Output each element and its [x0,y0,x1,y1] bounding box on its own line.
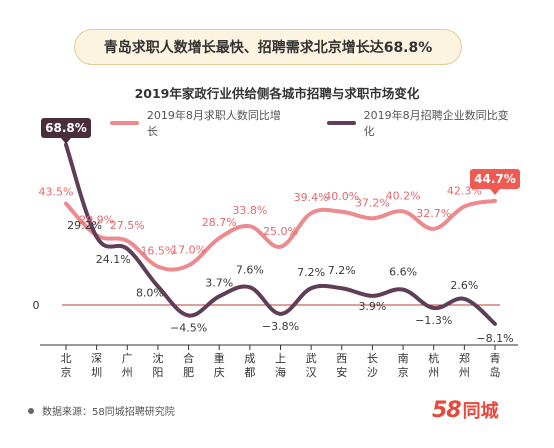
brand-logo: 58 同城 [432,397,499,423]
x-tick-label: 西安 [336,352,347,379]
x-tick-label: 广州 [122,352,133,379]
chart-title: 2019年家政行业供给侧各城市招聘与求职市场变化 [134,86,420,101]
data-label: 32.7% [416,207,451,220]
legend-label-seeker: 2019年8月求职人数同比增长 [146,109,281,138]
data-label: 28.7% [202,216,237,229]
legend-swatch-employer [326,121,356,125]
headline-banner: 青岛求职人数增长最快、招聘需求北京增长达68.8% [74,29,462,65]
x-tick-label: 沈阳 [152,351,163,379]
data-label: 40.2% [386,189,421,202]
seeker-series-line [64,198,497,272]
x-tick-label: 南京 [398,352,409,379]
data-label: 3.9% [358,300,386,313]
x-tick-label: 杭州 [428,351,439,379]
legend-swatch-seeker [110,121,139,125]
x-tick-label: 青岛 [490,352,501,379]
x-tick-label: 重庆 [214,351,225,379]
data-label: 40.0% [324,190,359,203]
data-label: 68.8% [45,121,87,135]
data-source: 数据来源：58同城招聘研究院 [28,403,175,418]
data-label: −3.8% [262,320,299,333]
logo-number: 58 [432,397,462,423]
x-tick-label: 北京 [61,352,72,379]
data-label: −1.3% [415,314,452,327]
data-label: 3.7% [205,276,233,289]
source-text: 数据来源：58同城招聘研究院 [42,407,175,418]
x-tick-label: 郑州 [459,351,470,379]
data-label: 25.0% [263,225,298,238]
data-label: −8.1% [476,332,513,345]
data-label: 8.0% [136,286,164,299]
y-tick-label: 0 [33,299,40,312]
data-label: 16.5% [140,245,175,258]
headline-text: 青岛求职人数增长最快、招聘需求北京增长达68.8% [103,40,433,56]
data-label: 39.4% [294,191,329,204]
badge-pointer [61,138,71,144]
data-label: 24.1% [96,253,131,266]
highlight-badge-beijing [41,118,91,138]
data-label: 43.5% [39,186,74,199]
data-label: 29.9% [79,213,114,226]
data-label: 6.6% [389,266,417,279]
employer-series-line [64,142,497,326]
badge-pointer [490,189,500,195]
x-tick-label: 合肥 [183,351,194,379]
x-tick-label: 上海 [275,352,286,379]
chart-legend: 2019年8月求职人数同比增长 2019年8月招聘企业数同比变化 [110,109,554,138]
data-label: 33.8% [232,204,267,217]
legend-item-employer: 2019年8月招聘企业数同比变化 [326,107,514,139]
data-label: 7.2% [297,266,325,279]
data-label: 44.7% [474,172,516,186]
source-bullet [28,407,34,414]
legend-item-seeker: 2019年8月求职人数同比增长 [110,107,287,139]
data-label: 7.6% [236,263,264,276]
data-label: 17.0% [171,243,206,256]
x-tick-label: 长沙 [367,352,378,379]
x-tick-label: 成都 [244,352,255,379]
data-label: 27.5% [110,219,145,232]
data-label: −4.5% [170,321,207,334]
data-label: 2.6% [450,279,478,292]
data-label: 29.2% [67,219,102,232]
x-tick-label: 武汉 [306,352,317,379]
x-tick-label: 深圳 [91,352,102,379]
logo-text: 同城 [462,401,499,422]
highlight-badge-qingdao [470,169,520,189]
legend-label-employer: 2019年8月招聘企业数同比变化 [363,109,509,138]
data-label: 37.2% [355,196,390,209]
data-label: 7.2% [328,264,356,277]
